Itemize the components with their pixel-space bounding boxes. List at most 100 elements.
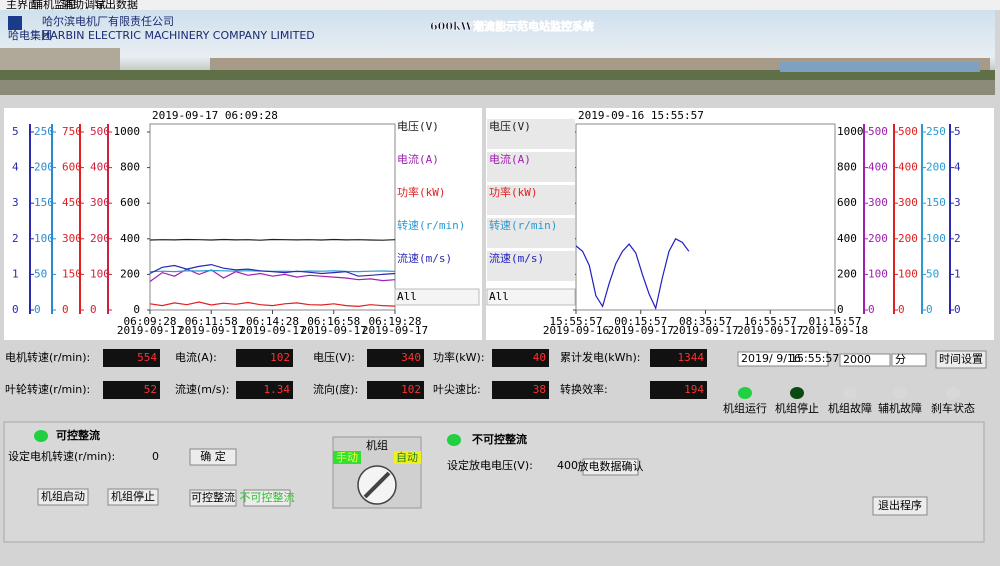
side-tick-label: 0	[954, 303, 961, 316]
readout-display	[367, 349, 424, 367]
side-tick-label: 500	[90, 125, 110, 138]
status-light	[946, 387, 960, 399]
x-tick-date: 2019-09-17	[362, 324, 428, 337]
unit-select[interactable]	[891, 353, 927, 367]
auto-label[interactable]: 自动	[396, 451, 418, 464]
exit-button-box[interactable]	[872, 496, 928, 516]
side-tick-label: 450	[62, 196, 82, 209]
legend-all-box[interactable]	[394, 288, 480, 306]
legend-entry[interactable]: 流速(m/s)	[489, 251, 544, 265]
plot-area	[575, 123, 836, 311]
readout-value: 52	[144, 383, 157, 396]
readout-value: 40	[533, 351, 546, 364]
legend-entry[interactable]: 功率(kW)	[397, 185, 446, 199]
uncontrolled-button-box[interactable]	[243, 489, 291, 507]
y-tick-label: 600	[837, 196, 857, 209]
voltage-confirm-button[interactable]: 放电数据确认	[578, 459, 644, 473]
legend-entry[interactable]: 转速(r/min)	[489, 218, 557, 232]
side-tick-label: 150	[62, 267, 82, 280]
start-button-box[interactable]	[37, 488, 89, 506]
stop-button[interactable]: 机组停止	[111, 489, 155, 503]
series-line	[149, 238, 396, 241]
side-tick-label: 50	[926, 267, 939, 280]
interval-input[interactable]	[839, 353, 891, 367]
date-value[interactable]: 2019/ 9/16	[741, 352, 801, 365]
unit-value[interactable]: 分	[895, 353, 906, 366]
legend-entry[interactable]: 电流(A)	[489, 152, 531, 166]
interval-value[interactable]: 2000	[843, 353, 871, 366]
readout-display	[103, 349, 160, 367]
section-title: 可控整流	[56, 428, 100, 442]
legend-entry[interactable]: 功率(kW)	[489, 185, 538, 199]
menu-item[interactable]: 辅助调试	[62, 0, 106, 11]
side-tick-label: 100	[898, 267, 918, 280]
company-cn: 哈尔滨电机厂有限责任公司	[42, 14, 174, 28]
confirm-button-box[interactable]	[189, 448, 237, 466]
menu-item[interactable]: 主界面	[6, 0, 39, 11]
time-value[interactable]: 15:55:57	[790, 352, 839, 365]
readout-label: 电流(A):	[175, 350, 217, 364]
legend-all[interactable]: All	[397, 290, 417, 303]
legend-entry[interactable]: 转速(r/min)	[397, 218, 465, 232]
menu-item[interactable]: 导出数据	[94, 0, 138, 11]
side-tick-label: 0	[62, 303, 69, 316]
readout-label: 转换效率:	[560, 382, 608, 396]
legend-all[interactable]: All	[489, 290, 509, 303]
side-tick-label: 3	[954, 196, 961, 209]
uncontrolled-button[interactable]: 不可控整流	[240, 490, 295, 504]
x-tick-time: 01:15:57	[809, 315, 862, 328]
status-light	[790, 387, 804, 399]
legend-entry[interactable]: 电流(A)	[397, 152, 439, 166]
set-voltage-label: 设定放电电压(V):	[447, 458, 533, 472]
manual-tag	[333, 451, 361, 464]
legend-entry[interactable]: 流速(m/s)	[397, 251, 452, 265]
legend-all-box[interactable]	[486, 288, 576, 306]
readout-value: 1344	[678, 351, 705, 364]
readout-label: 叶尖速比:	[433, 383, 481, 396]
x-tick-time: 06:09:28	[124, 315, 177, 328]
set-voltage-value: 400	[557, 459, 578, 472]
readout-value: 194	[684, 383, 704, 396]
manual-label[interactable]: 手动	[336, 450, 358, 464]
time-set-button[interactable]: 时间设置	[939, 353, 983, 366]
legend-entry[interactable]: 电压(V)	[397, 120, 439, 133]
city-skyline	[0, 48, 995, 95]
status-light	[843, 387, 857, 399]
side-tick-label: 0	[90, 303, 97, 316]
voltage-confirm-button-box[interactable]	[582, 458, 639, 476]
y-tick-label: 0	[837, 303, 844, 316]
time-set-button-box[interactable]	[935, 350, 987, 369]
side-tick-label: 300	[90, 196, 110, 209]
side-tick-label: 100	[34, 232, 54, 245]
status-label: 机组停止	[775, 401, 819, 415]
stop-button-box[interactable]	[107, 488, 159, 506]
date-input[interactable]	[737, 351, 829, 367]
menu-item[interactable]: 辅机监控	[32, 0, 76, 11]
x-tick-date: 2019-09-17	[239, 324, 305, 337]
side-tick-label: 0	[34, 303, 41, 316]
confirm-button[interactable]: 确 定	[200, 449, 226, 463]
side-tick-label: 400	[868, 161, 888, 174]
readout-display	[650, 381, 707, 399]
legend-entry[interactable]: 电压(V)	[489, 120, 531, 133]
controlled-button-box[interactable]	[189, 489, 237, 507]
side-tick-label: 0	[12, 303, 19, 316]
status-label: 机组运行	[723, 401, 767, 415]
side-tick-label: 400	[90, 161, 110, 174]
readout-display	[236, 381, 293, 399]
logo-mark	[8, 16, 22, 30]
status-label: 辅机故障	[878, 401, 922, 415]
side-tick-label: 1	[12, 267, 19, 280]
exit-button[interactable]: 退出程序	[878, 498, 922, 512]
side-tick-label: 2	[12, 232, 19, 245]
readout-display	[492, 381, 549, 399]
x-tick-date: 2019-09-17	[608, 324, 674, 337]
side-tick-label: 300	[62, 232, 82, 245]
start-button[interactable]: 机组启动	[41, 489, 85, 503]
side-tick-label: 200	[926, 161, 946, 174]
controlled-button[interactable]: 可控整流	[191, 490, 235, 504]
readout-display	[103, 381, 160, 399]
readout-value: 340	[401, 351, 421, 364]
readout-label: 流速(m/s):	[175, 382, 229, 396]
chart-timestamp: 2019-09-17 06:09:28	[152, 109, 278, 122]
